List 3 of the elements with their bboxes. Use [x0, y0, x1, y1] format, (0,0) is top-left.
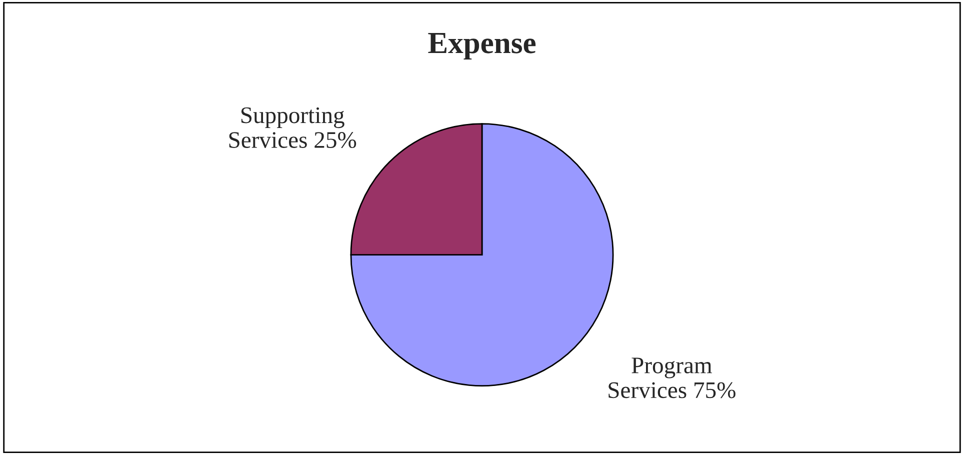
chart-title: Expense	[428, 33, 536, 60]
slice-label: Supporting Services 25%	[229, 107, 356, 148]
slice-label: Program Services 75%	[608, 358, 736, 398]
